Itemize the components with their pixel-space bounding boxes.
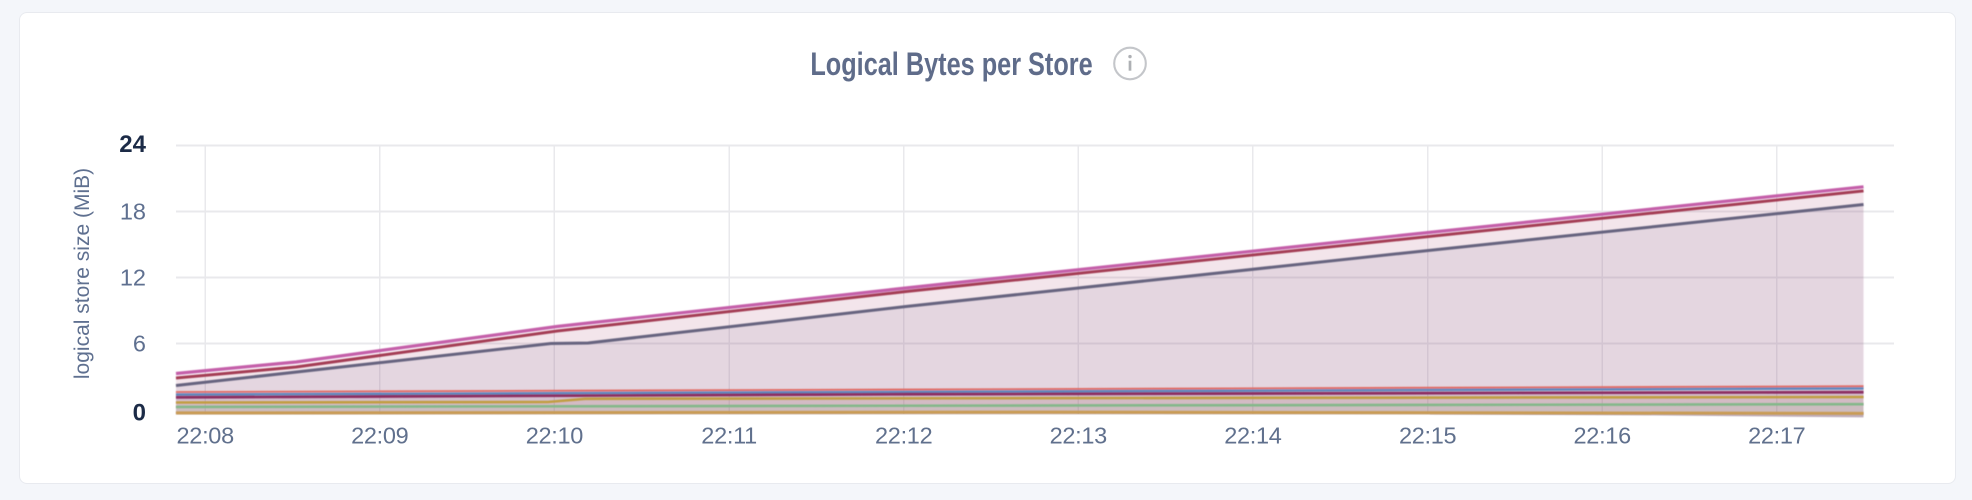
svg-text:0: 0 — [133, 400, 146, 427]
svg-text:6: 6 — [133, 331, 146, 357]
svg-text:Logical Bytes per Store: Logical Bytes per Store — [810, 47, 1092, 83]
svg-text:22:08: 22:08 — [177, 423, 235, 449]
svg-text:22:10: 22:10 — [526, 423, 584, 449]
svg-text:22:16: 22:16 — [1574, 423, 1632, 449]
svg-text:22:15: 22:15 — [1399, 423, 1457, 449]
svg-text:22:17: 22:17 — [1748, 423, 1805, 449]
svg-text:22:12: 22:12 — [875, 423, 932, 449]
svg-text:18: 18 — [120, 199, 146, 225]
svg-text:22:09: 22:09 — [351, 423, 408, 449]
svg-text:12: 12 — [120, 265, 146, 291]
svg-text:24: 24 — [119, 131, 146, 158]
svg-text:22:13: 22:13 — [1050, 423, 1108, 449]
svg-text:22:11: 22:11 — [701, 423, 757, 449]
svg-text:22:14: 22:14 — [1224, 423, 1282, 449]
svg-text:logical store size (MiB): logical store size (MiB) — [71, 168, 94, 379]
